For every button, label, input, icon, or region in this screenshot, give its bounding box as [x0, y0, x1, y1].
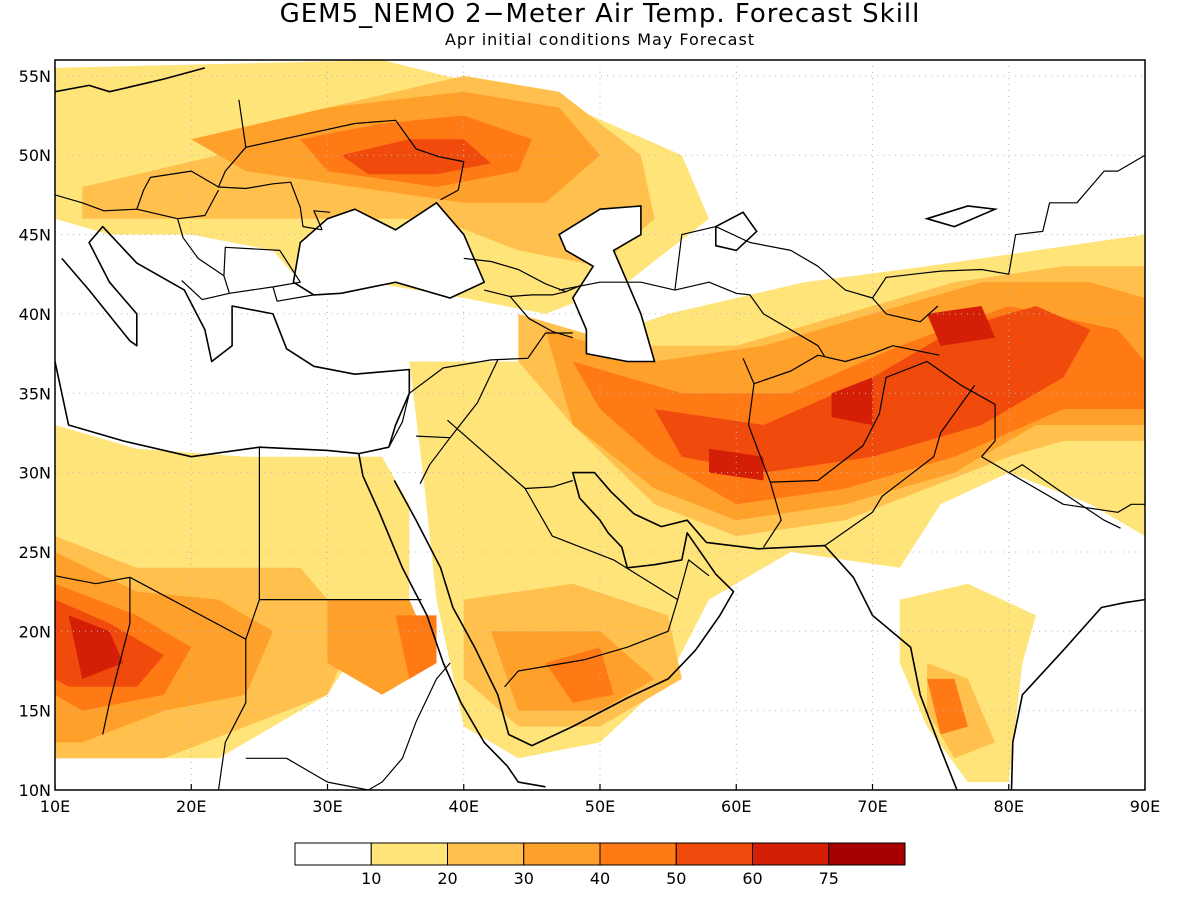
coastlines-and-borders — [55, 67, 1145, 790]
longitude-tick-label: 90E — [1130, 797, 1160, 816]
latitude-tick-label: 10N — [19, 781, 51, 800]
somalia-coast — [506, 765, 546, 788]
legend-tick-label: 40 — [590, 869, 610, 888]
country-border — [55, 575, 247, 640]
legend-color-swatch — [752, 842, 830, 866]
map-border — [54, 59, 1146, 791]
country-border — [509, 296, 573, 339]
legend-color-swatch — [447, 842, 525, 866]
legend-color-swatch — [294, 842, 372, 866]
skill-contour-level-6 — [709, 448, 764, 481]
longitude-tick-label: 60E — [721, 797, 751, 816]
color-legend: 10 20 30 40 50 60 75 — [294, 842, 906, 888]
country-border — [245, 119, 465, 201]
latitude-tick-label: 50N — [19, 146, 51, 165]
country-border — [677, 559, 710, 600]
country-border — [217, 99, 323, 231]
country-border — [824, 384, 976, 547]
country-border — [770, 360, 996, 483]
map-title: GEM5_NEMO 2−Meter Air Temp. Forecast Ski… — [280, 0, 921, 29]
red-sea-coast-east — [393, 471, 958, 790]
map-subtitle: Apr initial conditions May Forecast — [445, 30, 755, 49]
legend-color-swatch — [370, 842, 448, 866]
country-border — [484, 284, 582, 298]
skill-contour-level-6 — [68, 615, 124, 679]
country-border — [981, 456, 1145, 513]
legend-tick-label: 60 — [742, 869, 762, 888]
latitude-tick-label: 30N — [19, 464, 51, 483]
longitude-tick-label: 40E — [449, 797, 479, 816]
legend-tick-label: 30 — [514, 869, 534, 888]
skill-shading-layer — [55, 60, 1145, 783]
country-border — [313, 210, 331, 231]
legend-tick-label: 20 — [437, 869, 457, 888]
country-border — [674, 154, 1145, 299]
longitude-tick-label: 20E — [176, 797, 206, 816]
country-border — [245, 662, 451, 790]
latitude-tick-label: 15N — [19, 702, 51, 721]
legend-tick-label: 10 — [361, 869, 381, 888]
latitude-tick-label: 55N — [19, 67, 51, 86]
skill-contour-level-4 — [927, 678, 968, 735]
north-sea-coast — [55, 67, 206, 93]
latitude-tick-label: 40N — [19, 305, 51, 324]
country-border — [272, 286, 315, 302]
country-border — [416, 359, 499, 439]
country-border — [504, 488, 679, 688]
latitude-tick-label: 35N — [19, 384, 51, 403]
country-border — [388, 332, 573, 448]
country-border — [753, 345, 940, 385]
map-frame — [54, 59, 1146, 791]
skill-contour-level-6 — [927, 306, 996, 346]
latitude-tick-label: 20N — [19, 622, 51, 641]
longitude-tick-label: 10E — [40, 797, 70, 816]
legend-tick-label: 50 — [666, 869, 686, 888]
black-sea — [292, 201, 486, 299]
country-border — [102, 577, 131, 735]
legend-tick-label: 75 — [819, 869, 839, 888]
red-sea-coast-west — [358, 453, 508, 767]
longitude-tick-label: 50E — [585, 797, 615, 816]
latitude-tick-labels: 10N 15N 20N 25N 30N 35N 40N 45N 50N 55N — [19, 67, 51, 800]
skill-contour-level-5 — [341, 139, 491, 175]
longitude-tick-label: 80E — [994, 797, 1024, 816]
skill-contour-level-6 — [831, 377, 873, 425]
skill-contour-level-4 — [545, 647, 614, 703]
balkhash-lake — [924, 205, 999, 228]
latitude-tick-label: 45N — [19, 226, 51, 245]
legend-color-swatch — [599, 842, 677, 866]
country-border — [447, 419, 573, 490]
country-border — [223, 246, 301, 294]
mediterranean-coast — [55, 225, 411, 458]
india-east-coast — [1010, 598, 1145, 790]
country-border — [217, 447, 260, 790]
longitude-tick-label: 70E — [857, 797, 887, 816]
country-border — [1008, 464, 1121, 529]
country-border — [872, 297, 939, 323]
country-border — [558, 281, 826, 358]
longitude-tick-label: 30E — [312, 797, 342, 816]
longitude-tick-labels: 10E 20E 30E 40E 50E 60E 70E 80E 90E — [40, 797, 1160, 816]
legend-color-swatch — [828, 842, 906, 866]
country-border — [463, 257, 567, 293]
country-border — [55, 170, 219, 212]
skill-contour-level-4 — [395, 615, 437, 679]
country-border — [419, 437, 451, 484]
latitude-tick-label: 25N — [19, 543, 51, 562]
skill-contour-level-1 — [504, 425, 628, 568]
legend-color-swatch — [523, 842, 601, 866]
legend-color-swatch — [675, 842, 753, 866]
caspian-sea — [558, 205, 656, 363]
country-border — [136, 189, 220, 220]
